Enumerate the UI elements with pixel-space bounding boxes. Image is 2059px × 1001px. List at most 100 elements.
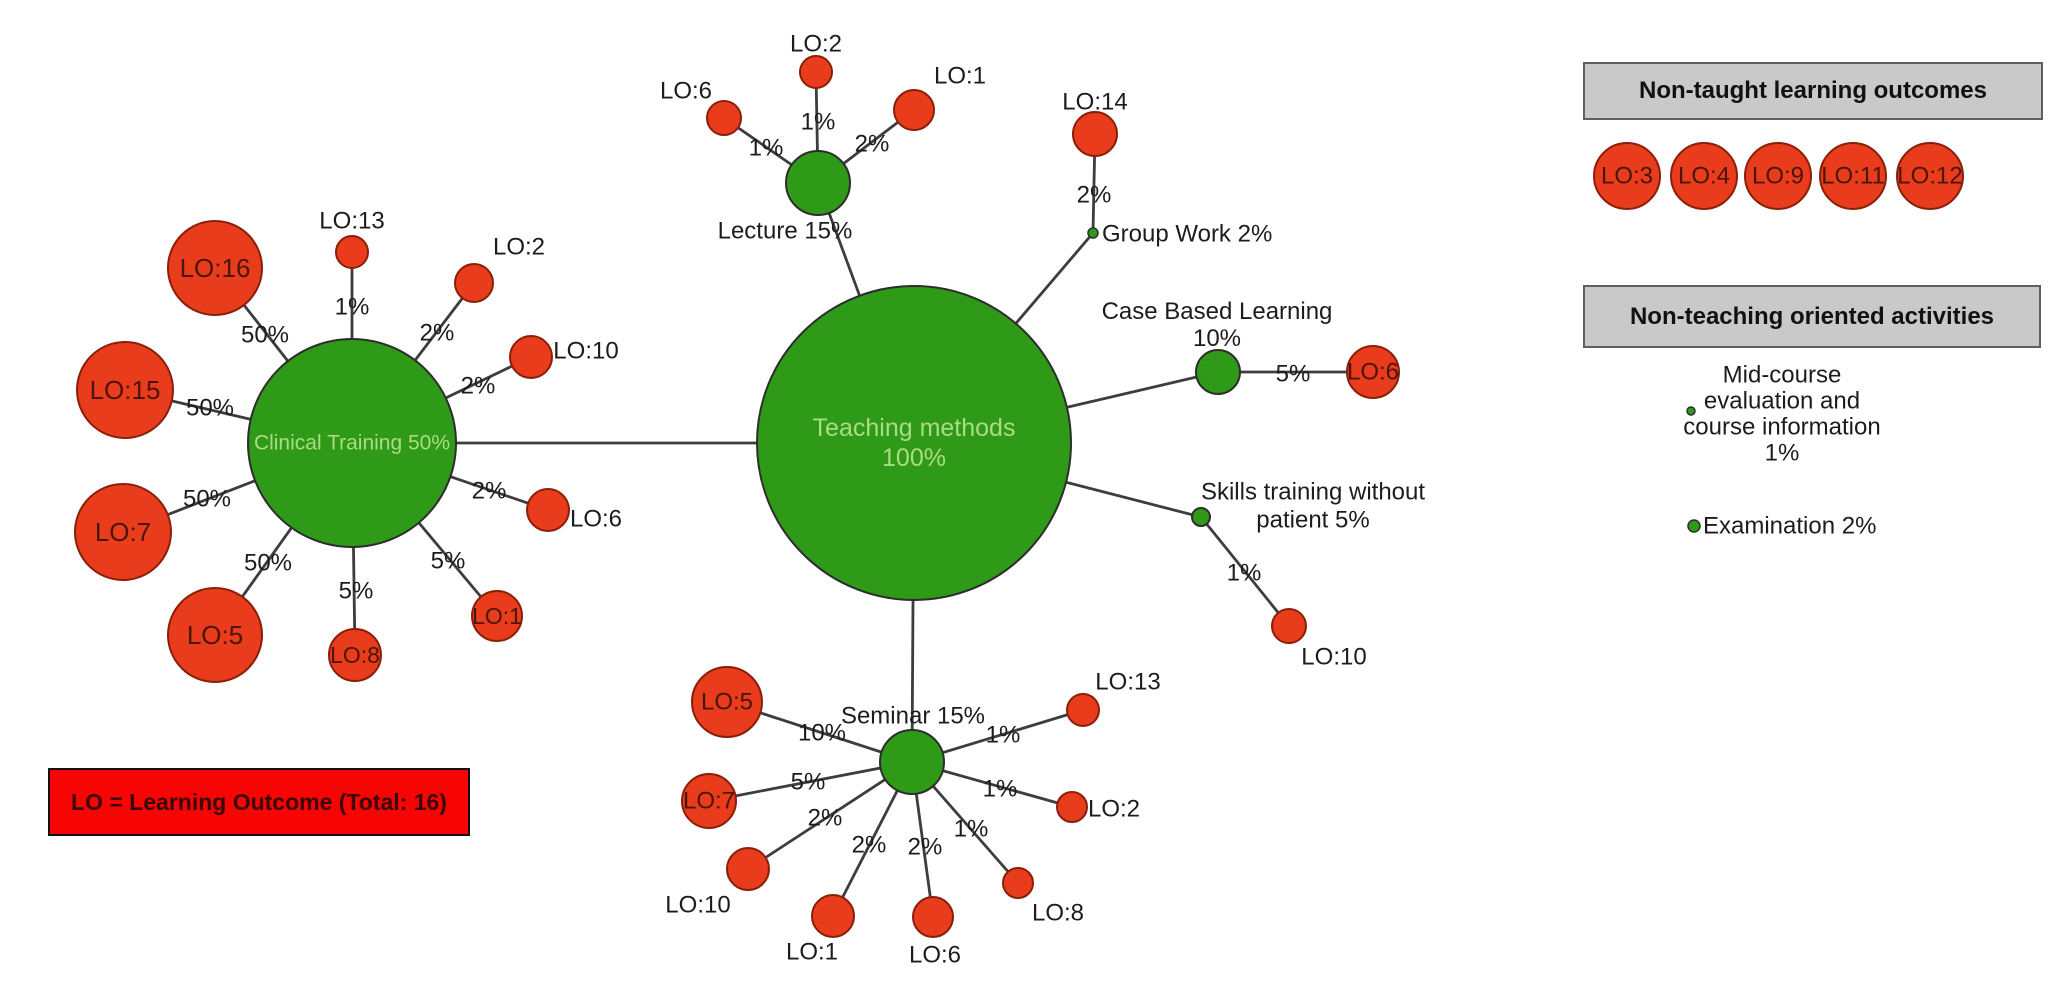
edge-clinical-lo7-percent: 50%	[183, 486, 231, 513]
lo5-seminar-node	[691, 666, 763, 738]
lo13-clinical-label: LO:13	[319, 208, 384, 235]
lo9-legend-label: LO:9	[1752, 163, 1804, 190]
lo7-seminar-label: LO:7	[683, 788, 735, 815]
lo6-clinical-node	[526, 488, 570, 532]
lo10-clinical-node	[509, 335, 553, 379]
lo10-seminar-label: LO:10	[665, 892, 730, 919]
lo1-lecture-label: LO:1	[934, 63, 986, 90]
teaching-methods-label: Teaching methods	[813, 414, 1016, 442]
edge-lecture-lo2-percent: 1%	[801, 109, 836, 136]
lo7-seminar-node	[681, 773, 737, 829]
skills-training-label: patient 5%	[1256, 507, 1369, 534]
edge-clinical-lo15-percent: 50%	[186, 395, 234, 422]
lo7-clinical-label: LO:7	[95, 517, 151, 547]
lo5-seminar-label: LO:5	[701, 689, 753, 716]
examination-label: Examination 2%	[1703, 513, 1876, 540]
edge-seminar-lo2-percent: 1%	[983, 776, 1018, 803]
lo6-seminar-node	[912, 896, 954, 938]
lo-note-box: LO = Learning Outcome (Total: 16)	[48, 768, 470, 836]
lo3-legend-node	[1593, 142, 1661, 210]
group-work-dot-node	[1087, 227, 1099, 239]
edge-seminar-lo1-percent: 2%	[852, 832, 887, 859]
case-based-label: 10%	[1193, 325, 1241, 352]
lo15-clinical-node	[76, 341, 174, 439]
edge-skills-lo10-percent: 1%	[1227, 560, 1262, 587]
legend-non-taught-title: Non-taught learning outcomes	[1639, 77, 1987, 104]
mid-course-label: evaluation and	[1704, 388, 1860, 415]
lo8-clinical-node	[328, 628, 382, 682]
lo8-clinical-label: LO:8	[330, 642, 380, 668]
mid-course-dot-node	[1686, 406, 1696, 416]
lo8-seminar-node	[1002, 867, 1034, 899]
edge-groupwork-lo14-percent: 2%	[1077, 182, 1112, 209]
lo1-clinical-node	[471, 590, 523, 642]
lo4-legend-node	[1670, 142, 1738, 210]
lo6-lecture-node	[706, 100, 742, 136]
lo6-seminar-label: LO:6	[909, 942, 961, 969]
teaching-methods-node	[756, 285, 1072, 601]
edge-seminar-lo13-percent: 1%	[986, 722, 1021, 749]
lo7-clinical-node	[74, 483, 172, 581]
lo8-seminar-label: LO:8	[1032, 900, 1084, 927]
lo2-seminar-label: LO:2	[1088, 796, 1140, 823]
case-based-label: Case Based Learning	[1102, 298, 1333, 325]
edge-seminar-lo6-percent: 2%	[908, 834, 943, 861]
lo6-lecture-label: LO:6	[660, 78, 712, 105]
mid-course-label: course information	[1683, 414, 1880, 441]
edge-seminar-lo5-percent: 10%	[798, 720, 846, 747]
group-work-label: Group Work 2%	[1102, 221, 1272, 248]
lo5-clinical-node	[167, 587, 263, 683]
lo11-legend-label: LO:11	[1821, 163, 1885, 190]
lo2-clinical-node	[454, 263, 494, 303]
seminar-label: Seminar 15%	[841, 703, 985, 730]
edge-skills-lo10	[1199, 516, 1291, 627]
lecture-label: Lecture 15%	[718, 218, 853, 245]
lo15-clinical-label: LO:15	[90, 375, 161, 405]
edge-clinical-lo16-percent: 50%	[241, 322, 289, 349]
edge-clinical-lo2-percent: 2%	[420, 320, 455, 347]
lo1-lecture-node	[893, 89, 935, 131]
lecture-node	[785, 150, 851, 216]
lo13-clinical-node	[335, 235, 369, 269]
lo5-clinical-label: LO:5	[187, 620, 243, 650]
lo14-groupwork-label: LO:14	[1062, 89, 1127, 116]
lo2-lecture-node	[799, 55, 833, 89]
edge-clinical-lo5-percent: 50%	[244, 550, 292, 577]
lo6-casebased-node	[1346, 345, 1400, 399]
skills-training-label: Skills training without	[1201, 479, 1425, 506]
clinical-training-node	[247, 338, 457, 548]
lo14-groupwork-node	[1072, 111, 1118, 157]
seminar-node	[879, 729, 945, 795]
lo13-seminar-node	[1066, 693, 1100, 727]
mid-course-label: 1%	[1765, 440, 1800, 467]
lo1-seminar-label: LO:1	[786, 939, 838, 966]
lo9-legend-node	[1744, 142, 1812, 210]
lo2-seminar-node	[1056, 791, 1088, 823]
skills-training-dot-node	[1191, 507, 1211, 527]
legend-non-teaching-box: Non-teaching oriented activities	[1583, 285, 2041, 348]
lo1-seminar-node	[811, 894, 855, 938]
legend-non-teaching-title: Non-teaching oriented activities	[1629, 302, 1995, 330]
lo10-clinical-label: LO:10	[553, 338, 618, 365]
lo6-clinical-label: LO:6	[570, 506, 622, 533]
case-based-learning-node	[1195, 349, 1241, 395]
lo12-legend-node	[1896, 142, 1964, 210]
lo-note-text: LO = Learning Outcome (Total: 16)	[71, 788, 447, 815]
legend-non-taught-box: Non-taught learning outcomes	[1583, 62, 2043, 120]
edge-clinical-lo13-percent: 1%	[335, 294, 370, 321]
teaching-methods-label: 100%	[882, 444, 946, 472]
edge-seminar-lo7	[708, 760, 913, 803]
lo16-clinical-node	[167, 220, 263, 316]
lo13-seminar-label: LO:13	[1095, 669, 1160, 696]
edge-lecture-lo1-percent: 2%	[855, 131, 890, 158]
lo2-clinical-label: LO:2	[493, 234, 545, 261]
lo10-skills-node	[1271, 608, 1307, 644]
lo6-casebased-label: LO:6	[1347, 359, 1399, 386]
clinical-training-label: Clinical Training 50%	[254, 432, 450, 455]
mid-course-label: Mid-course	[1723, 362, 1842, 389]
lo16-clinical-label: LO:16	[180, 253, 251, 283]
edge-seminar-lo7-percent: 5%	[791, 769, 826, 796]
lo12-legend-label: LO:12	[1897, 163, 1962, 190]
lo11-legend-node	[1819, 142, 1887, 210]
